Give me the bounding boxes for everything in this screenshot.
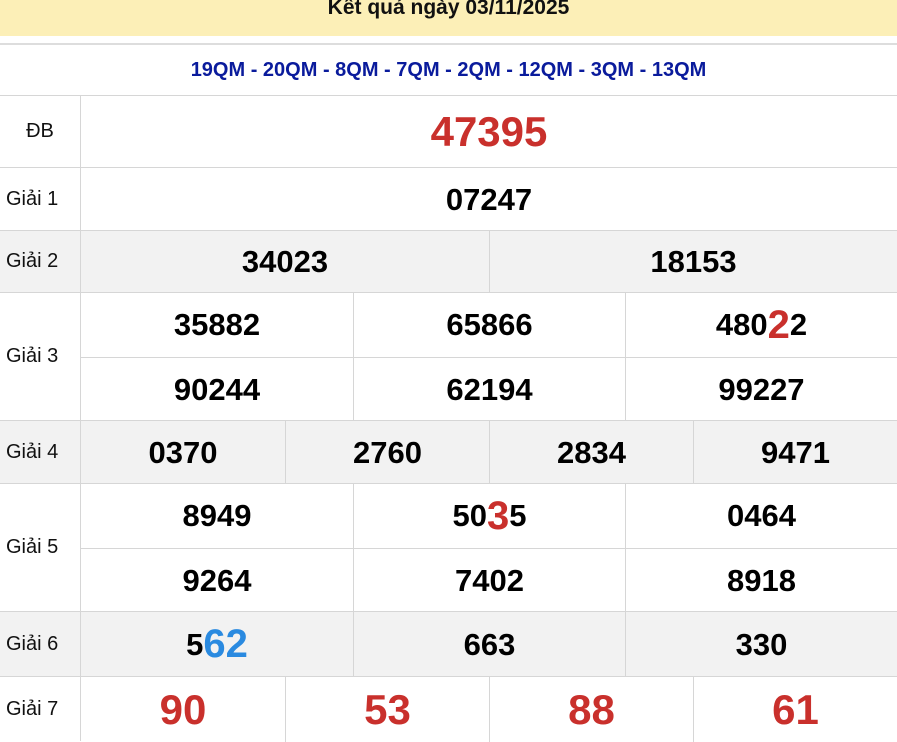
prize-number: 663 bbox=[352, 612, 625, 677]
digits: 5 bbox=[509, 498, 527, 533]
highlighted-digits: 88 bbox=[568, 685, 615, 733]
digits: 7402 bbox=[454, 562, 524, 598]
prize-row: Giải 2 34023 18153 bbox=[0, 230, 897, 293]
prize-label: Giải 1 bbox=[0, 168, 81, 230]
prize-row: Giải 7 90 53 88 61 bbox=[0, 676, 897, 742]
digits: 5 bbox=[186, 626, 204, 662]
prize-number: 90 bbox=[81, 677, 285, 742]
digits: 663 bbox=[463, 626, 516, 662]
prize-label: Giải 4 bbox=[0, 421, 81, 483]
prize-number: 9471 bbox=[693, 421, 897, 484]
prize-number: 480 2 2 bbox=[624, 293, 897, 357]
prize-number: 8949 bbox=[81, 484, 353, 548]
prize-number: 07247 bbox=[81, 168, 897, 231]
highlighted-digits: 3 bbox=[486, 493, 510, 538]
digits: 18153 bbox=[650, 244, 737, 279]
digits: 99227 bbox=[718, 371, 805, 407]
prize-number: 0464 bbox=[624, 484, 897, 548]
prize-number: 2834 bbox=[489, 421, 693, 484]
highlighted-digits: 53 bbox=[364, 685, 411, 733]
prize-number: 50 3 5 bbox=[352, 484, 625, 548]
highlighted-digits: 61 bbox=[772, 685, 819, 733]
digits: 330 bbox=[735, 626, 788, 662]
digits: 9264 bbox=[182, 562, 252, 598]
digits: 2 bbox=[789, 307, 808, 342]
prize-number: 61 bbox=[693, 677, 897, 742]
prize-number: 34023 bbox=[81, 231, 489, 293]
prize-label: ĐB bbox=[0, 96, 81, 167]
prize-row: ĐB 47395 bbox=[0, 95, 897, 167]
digits: 62194 bbox=[446, 371, 533, 407]
digits: 90244 bbox=[173, 371, 261, 407]
prize-label: Giải 5 bbox=[0, 484, 81, 611]
digits: 8949 bbox=[182, 498, 252, 533]
highlighted-digits: 90 bbox=[159, 685, 207, 733]
digits: 65866 bbox=[446, 307, 533, 342]
result-date-header: Kết quả ngày 03/11/2025 bbox=[0, 0, 897, 36]
digits: 35882 bbox=[173, 307, 261, 342]
prize-number: 35882 bbox=[81, 293, 353, 357]
digits: 2834 bbox=[557, 434, 626, 470]
prize-row: Giải 4 0370 2760 2834 9471 bbox=[0, 420, 897, 484]
prize-number: 65866 bbox=[352, 293, 625, 357]
prize-row: Giải 6 5 62 663 330 bbox=[0, 611, 897, 677]
prize-number: 2760 bbox=[285, 421, 489, 484]
lottery-codes: 19QM - 20QM - 8QM - 7QM - 2QM - 12QM - 3… bbox=[0, 43, 897, 95]
highlighted-digits: 2 bbox=[767, 302, 790, 347]
prize-label: Giải 2 bbox=[0, 231, 81, 292]
prize-row: Giải 5 8949 50 3 5 0464 9264 7402 8918 bbox=[0, 483, 897, 612]
highlighted-digits: 62 bbox=[203, 622, 248, 666]
prize-number: 62194 bbox=[352, 357, 625, 421]
prize-number: 99227 bbox=[624, 357, 897, 421]
prize-number: 8918 bbox=[624, 548, 897, 612]
prize-number: 0370 bbox=[81, 421, 285, 484]
prize-label: Giải 7 bbox=[0, 677, 81, 741]
prize-row: Giải 1 07247 bbox=[0, 167, 897, 230]
prize-label: Giải 3 bbox=[0, 293, 81, 420]
digits: 9471 bbox=[761, 434, 830, 470]
digits: 8918 bbox=[726, 562, 796, 598]
prize-label: Giải 6 bbox=[0, 612, 81, 676]
prize-row: Giải 3 35882 65866 480 2 2 90244 62194 99227 bbox=[0, 292, 897, 421]
prize-number: 47395 bbox=[81, 96, 897, 168]
digits: 480 bbox=[715, 307, 768, 342]
highlighted-digits: 47395 bbox=[430, 108, 548, 155]
digits: 50 bbox=[452, 498, 487, 533]
digits: 0464 bbox=[726, 498, 796, 533]
digits: 07247 bbox=[445, 181, 533, 217]
digits: 34023 bbox=[241, 244, 329, 279]
prize-number: 7402 bbox=[352, 548, 625, 612]
prize-number: 5 62 bbox=[81, 612, 353, 677]
prize-number: 88 bbox=[489, 677, 693, 742]
prize-number: 9264 bbox=[81, 548, 353, 612]
prize-number: 90244 bbox=[81, 357, 353, 421]
prize-number: 53 bbox=[285, 677, 489, 742]
prize-number: 330 bbox=[624, 612, 897, 677]
prize-number: 18153 bbox=[489, 231, 897, 293]
digits: 2760 bbox=[353, 434, 422, 470]
digits: 0370 bbox=[148, 434, 218, 470]
